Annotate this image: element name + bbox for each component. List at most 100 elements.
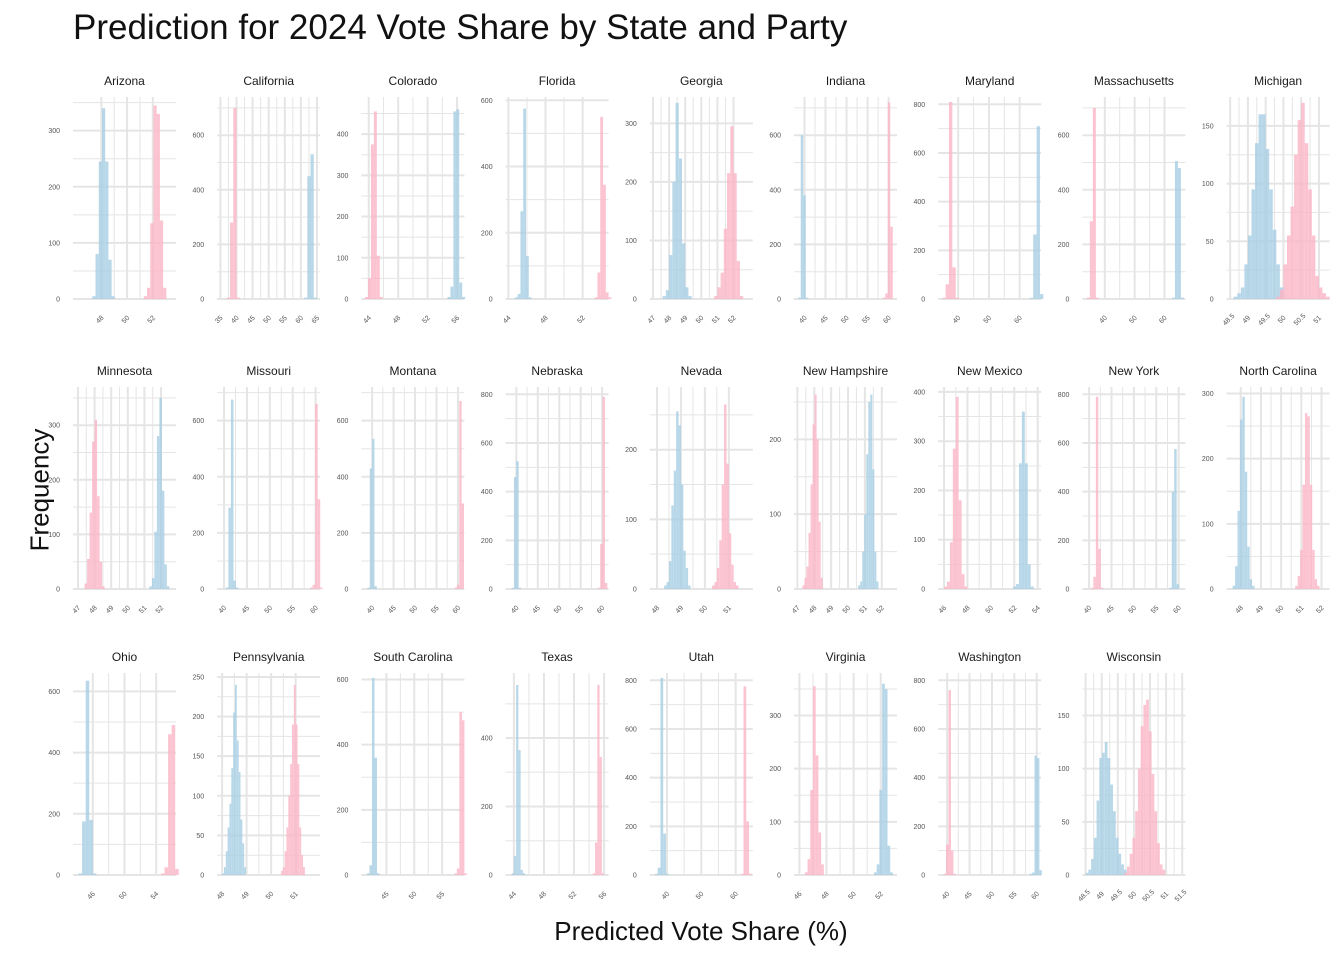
x-tick-label: 49 <box>675 605 686 616</box>
x-tick-label: 51 <box>859 605 870 616</box>
x-tick-label: 60 <box>1013 315 1024 326</box>
histogram-bar <box>1233 296 1238 299</box>
histogram-bar <box>456 109 460 300</box>
y-tick-label: 300 <box>625 121 637 128</box>
histogram-bar <box>1322 293 1327 299</box>
x-tick-label: 60 <box>1158 315 1169 326</box>
histogram-bar <box>1314 579 1318 589</box>
histogram-bar <box>168 734 172 875</box>
y-tick-label: 600 <box>481 440 493 447</box>
histogram-bar <box>1029 297 1034 299</box>
histogram-bar <box>518 587 522 589</box>
histogram-bar <box>1309 484 1313 589</box>
x-tick-label: 52 <box>576 315 587 326</box>
panel-florida: Florida 0 200 400 600 44 48 52 <box>481 74 612 326</box>
y-tick-label: 200 <box>48 477 60 484</box>
facet-title-utah: Utah <box>689 650 714 664</box>
y-tick-label: 200 <box>625 824 637 831</box>
panel-missouri: Missouri 0 200 400 600 40 45 50 55 60 <box>193 364 323 615</box>
y-tick-label: 0 <box>489 873 493 880</box>
histogram-bar <box>1251 189 1256 299</box>
histogram-bar <box>236 297 240 299</box>
x-tick-label: 55 <box>1008 891 1019 902</box>
histogram-bar <box>943 873 947 875</box>
y-tick-label: 600 <box>481 98 493 105</box>
histogram-bar <box>1093 576 1096 589</box>
histogram-bar <box>743 686 747 875</box>
histogram-bar <box>312 584 316 589</box>
panel-virginia: Virginia 0 100 200 300 46 48 50 52 <box>769 650 897 901</box>
histogram-bar <box>1129 853 1133 875</box>
histogram-bar <box>459 401 462 589</box>
histogram-bar <box>868 401 871 589</box>
y-tick-label: 200 <box>48 811 60 818</box>
histogram-bar <box>315 403 318 589</box>
x-tick-label: 50 <box>1128 315 1139 326</box>
panel-michigan: Michigan 0 50 100 150 48.5 49 49.5 50 50.5 51 <box>1202 74 1330 327</box>
histogram-bar <box>948 101 953 300</box>
histogram-bar <box>810 789 813 875</box>
histogram-bar <box>1143 704 1147 875</box>
chart-title: Prediction for 2024 Vote Share by State … <box>73 8 848 47</box>
histogram-bar <box>1239 419 1243 589</box>
y-tick-label: 400 <box>481 489 493 496</box>
histogram-bar <box>97 496 100 589</box>
x-tick-label: 50.5 <box>1142 889 1157 904</box>
histogram-bar <box>229 803 232 875</box>
histogram-bar <box>1039 870 1042 875</box>
histogram-bar <box>1317 585 1320 589</box>
histogram-bar <box>290 764 292 875</box>
histogram-bar <box>874 551 877 589</box>
y-tick-label: 0 <box>777 587 781 594</box>
histogram-bar <box>1276 264 1280 299</box>
histogram-bar <box>746 821 750 875</box>
histogram-bar <box>226 297 231 299</box>
histogram-bar <box>812 686 816 875</box>
histogram-bar <box>1029 873 1033 875</box>
y-tick-label: 100 <box>1202 521 1214 528</box>
histogram-bar <box>884 688 888 875</box>
y-tick-label: 100 <box>1058 766 1070 773</box>
histogram-bar <box>665 290 670 299</box>
facet-title-nebraska: Nebraska <box>531 364 583 378</box>
histogram-bar <box>223 867 226 875</box>
histogram-bar <box>1308 189 1312 299</box>
y-tick-label: 100 <box>769 512 781 519</box>
histogram-bar <box>459 712 462 875</box>
histogram-bar <box>1151 774 1155 875</box>
panel-colorado: Colorado 0 100 200 300 400 44 48 52 56 <box>337 74 466 326</box>
histogram-bar <box>860 581 863 589</box>
y-tick-label: 600 <box>769 133 781 140</box>
histogram-bar <box>1030 586 1034 589</box>
x-tick-label: 50 <box>842 605 853 616</box>
histogram-bar <box>961 574 965 589</box>
histogram-bar <box>369 865 372 875</box>
histogram-bar <box>882 297 886 299</box>
histogram-bar <box>84 583 88 589</box>
histogram-bar <box>1286 235 1291 299</box>
histogram-bar <box>1104 742 1108 875</box>
histogram-bar <box>736 585 739 589</box>
histogram-bar <box>714 582 717 589</box>
histogram-bar <box>92 441 95 589</box>
histogram-bar <box>1124 872 1127 875</box>
y-tick-label: 400 <box>337 742 349 749</box>
y-tick-label: 600 <box>914 150 926 157</box>
histogram-bar <box>1039 294 1044 299</box>
histogram-bar <box>320 587 323 589</box>
facet-title-florida: Florida <box>539 74 576 88</box>
histogram-bar <box>1118 853 1122 875</box>
histogram-bar <box>808 532 811 589</box>
histogram-bar <box>1146 699 1149 875</box>
x-tick-label: 40 <box>798 315 809 326</box>
x-tick-label: 56 <box>451 315 462 326</box>
y-tick-label: 600 <box>625 726 637 733</box>
histogram-bar <box>945 284 949 299</box>
histogram-bar <box>516 684 519 875</box>
histogram-bar <box>518 750 521 875</box>
histogram-bar <box>719 540 722 589</box>
histogram-bar <box>516 461 519 589</box>
histogram-bar <box>1279 289 1284 299</box>
histogram-bar <box>459 282 463 299</box>
histogram-bar <box>151 578 155 589</box>
